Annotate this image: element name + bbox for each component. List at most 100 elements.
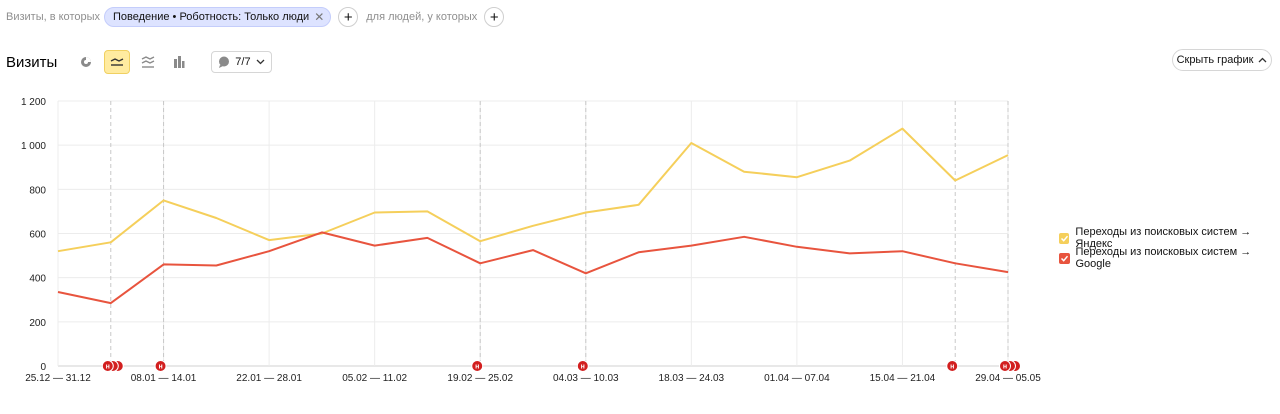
add-condition-button[interactable]: + bbox=[338, 7, 359, 27]
x-tick-label: 08.01 — 14.01 bbox=[131, 373, 197, 384]
data-point[interactable] bbox=[795, 175, 799, 179]
data-point[interactable] bbox=[478, 261, 482, 265]
plus-icon: + bbox=[343, 8, 353, 26]
annotation-marker-label: н bbox=[475, 364, 479, 371]
data-point[interactable] bbox=[373, 211, 377, 215]
pie-chart-icon bbox=[81, 57, 92, 67]
x-tick-label: 18.03 — 24.03 bbox=[659, 373, 725, 384]
data-point[interactable] bbox=[214, 216, 218, 220]
y-tick-label: 400 bbox=[29, 274, 46, 285]
x-tick-label: 04.03 — 10.03 bbox=[553, 373, 619, 384]
chevron-down-icon bbox=[256, 59, 265, 65]
data-point[interactable] bbox=[56, 249, 60, 253]
annotation-marker[interactable] bbox=[946, 360, 959, 372]
chart-legend: Переходы из поисковых систем → Яндекс Пе… bbox=[1059, 226, 1280, 270]
data-point[interactable] bbox=[425, 236, 429, 240]
line-chart-icon bbox=[110, 58, 124, 66]
annotation-marker[interactable] bbox=[471, 360, 484, 372]
close-icon[interactable]: ✕ bbox=[314, 10, 325, 24]
data-point[interactable] bbox=[320, 230, 324, 234]
legend-label-yandex: Переходы из поисковых систем → Яндекс bbox=[1075, 226, 1252, 250]
y-tick-label: 800 bbox=[29, 185, 46, 196]
segment-chip[interactable]: Поведение • Роботность: Только люди ✕ bbox=[104, 7, 332, 27]
data-point[interactable] bbox=[267, 238, 271, 242]
data-point[interactable] bbox=[584, 271, 588, 275]
data-point[interactable] bbox=[848, 251, 852, 255]
annotation-marker-label: н bbox=[950, 364, 954, 371]
x-tick-label: 25.12 — 31.12 bbox=[25, 373, 91, 384]
data-point[interactable] bbox=[214, 264, 218, 268]
data-point[interactable] bbox=[162, 198, 166, 202]
data-point[interactable] bbox=[56, 290, 60, 294]
data-point[interactable] bbox=[848, 159, 852, 163]
hide-chart-label: Скрыть график bbox=[1176, 54, 1254, 66]
plus-icon: + bbox=[489, 8, 499, 26]
pie-chart-button[interactable] bbox=[73, 50, 99, 74]
data-point[interactable] bbox=[637, 203, 641, 207]
data-point[interactable] bbox=[162, 262, 166, 266]
data-point[interactable] bbox=[1006, 270, 1010, 274]
data-point[interactable] bbox=[478, 239, 482, 243]
y-tick-label: 1 200 bbox=[21, 97, 46, 108]
bar-chart-button[interactable] bbox=[166, 50, 192, 74]
data-point[interactable] bbox=[689, 141, 693, 145]
y-tick-label: 200 bbox=[29, 318, 46, 329]
data-point[interactable] bbox=[1006, 153, 1010, 157]
series-line bbox=[57, 127, 1009, 253]
legend-item-yandex[interactable]: Переходы из поисковых систем → Яндекс bbox=[1059, 226, 1280, 250]
annotation-marker-label: н bbox=[158, 364, 162, 371]
x-tick-label: 05.02 — 11.02 bbox=[342, 373, 407, 384]
x-tick-label: 15.04 — 21.04 bbox=[870, 373, 936, 384]
data-point[interactable] bbox=[953, 261, 957, 265]
data-point[interactable] bbox=[742, 170, 746, 174]
legend-item-google[interactable]: Переходы из поисковых систем → Google bbox=[1059, 246, 1280, 270]
annotation-marker[interactable] bbox=[101, 360, 114, 372]
data-point[interactable] bbox=[531, 224, 535, 228]
annotation-marker[interactable] bbox=[999, 360, 1011, 372]
y-tick-label: 1 000 bbox=[21, 141, 46, 152]
add-user-condition-button[interactable]: + bbox=[484, 7, 505, 27]
comment-icon bbox=[219, 56, 230, 68]
data-point[interactable] bbox=[373, 244, 377, 248]
segment-chip-label: Поведение • Роботность: Только люди bbox=[113, 11, 310, 23]
annotation-marker[interactable] bbox=[1004, 360, 1016, 372]
annotation-marker-label: н bbox=[106, 364, 110, 371]
data-point[interactable] bbox=[689, 244, 693, 248]
annotation-marker[interactable] bbox=[576, 360, 589, 372]
checkbox-icon[interactable] bbox=[1059, 232, 1070, 244]
x-tick-label: 29.04 — 05.05 bbox=[975, 373, 1041, 384]
annotations-button[interactable]: 7/7 bbox=[211, 51, 272, 73]
data-point[interactable] bbox=[109, 301, 113, 305]
data-point[interactable] bbox=[425, 209, 429, 213]
data-point[interactable] bbox=[637, 250, 641, 254]
data-point[interactable] bbox=[900, 127, 904, 131]
data-point[interactable] bbox=[531, 248, 535, 252]
data-point[interactable] bbox=[267, 249, 271, 253]
data-point[interactable] bbox=[900, 249, 904, 253]
checkbox-icon[interactable] bbox=[1059, 252, 1070, 264]
legend-label-google: Переходы из поисковых систем → Google bbox=[1075, 246, 1252, 270]
data-point[interactable] bbox=[109, 240, 113, 244]
annotation-marker[interactable] bbox=[111, 360, 124, 372]
data-point[interactable] bbox=[584, 211, 588, 215]
annotation-marker[interactable] bbox=[1009, 360, 1021, 372]
data-point[interactable] bbox=[320, 232, 324, 236]
annotation-marker[interactable] bbox=[154, 360, 167, 372]
line-chart-button[interactable] bbox=[104, 50, 131, 74]
annotation-marker[interactable] bbox=[106, 360, 119, 372]
filter-bar: Визиты, в которых Поведение • Роботность… bbox=[0, 6, 505, 28]
filter-suffix: для людей, у которых bbox=[366, 11, 478, 23]
series-line bbox=[57, 231, 1009, 305]
annotation-marker-label: н bbox=[1003, 364, 1007, 371]
annotations-count: 7/7 bbox=[235, 56, 251, 68]
chart-toolbar: Визиты 7/7 bbox=[0, 50, 272, 74]
hide-chart-button[interactable]: Скрыть график bbox=[1172, 49, 1272, 71]
x-tick-label: 19.02 — 25.02 bbox=[447, 373, 513, 384]
data-point[interactable] bbox=[953, 179, 957, 183]
data-point[interactable] bbox=[742, 235, 746, 239]
filter-prefix: Визиты, в которых bbox=[6, 11, 100, 23]
x-tick-label: 22.01 — 28.01 bbox=[236, 373, 302, 384]
stacked-area-button[interactable] bbox=[135, 50, 161, 74]
data-point[interactable] bbox=[795, 245, 799, 249]
x-tick-label: 01.04 — 07.04 bbox=[764, 373, 830, 384]
